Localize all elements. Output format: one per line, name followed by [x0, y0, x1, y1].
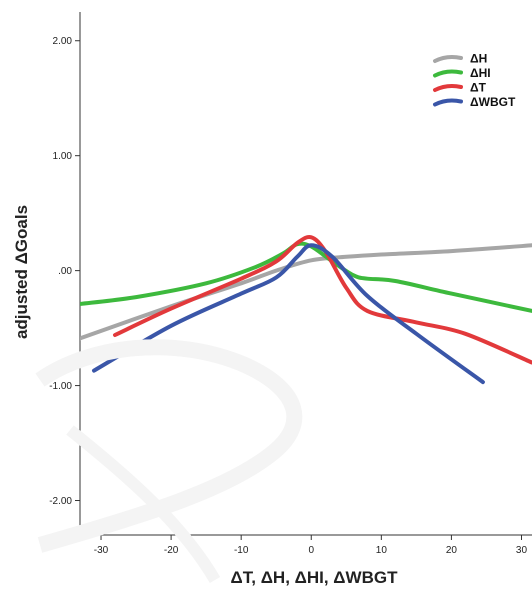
- legend-swatch-wbgt: [433, 98, 463, 107]
- y-tick-label: -1.00: [49, 381, 72, 392]
- axes-layer: 2.00 1.00 .00 -1.00 -2.00 -30 -20 -10 0 10 20 30: [49, 12, 532, 556]
- y-axis-label: adjusted ΔGoals: [12, 204, 31, 340]
- legend-swatch-t: [433, 84, 463, 92]
- legend-label-t: ΔT: [470, 81, 487, 95]
- x-tick-label: 30: [516, 545, 528, 556]
- legend-swatch-hi: [433, 69, 463, 78]
- y-tick-label: 1.00: [53, 151, 73, 162]
- series-line-hi: [80, 241, 532, 313]
- x-tick-label: -10: [234, 545, 249, 556]
- legend-label-hi: ΔHI: [470, 66, 491, 80]
- legend-label-wbgt: ΔWBGT: [470, 95, 516, 109]
- x-tick-label: -30: [94, 545, 109, 556]
- x-axis-label: ΔT, ΔH, ΔHI, ΔWBGT: [230, 568, 398, 587]
- series-layer: [80, 235, 532, 385]
- y-tick-label: -2.00: [49, 496, 72, 507]
- legend-swatch-h: [433, 55, 463, 63]
- x-tick-label: 10: [376, 545, 388, 556]
- series-line-h: [80, 243, 532, 341]
- x-tick-label: -20: [164, 545, 179, 556]
- y-tick-label: .00: [58, 266, 72, 277]
- series-line-wbgt: [92, 243, 485, 385]
- y-tick-label: 2.00: [53, 36, 73, 47]
- legend-label-h: ΔH: [470, 52, 487, 66]
- x-tick-label: 20: [446, 545, 458, 556]
- series-line-t: [113, 235, 532, 365]
- x-tick-label: 0: [308, 545, 314, 556]
